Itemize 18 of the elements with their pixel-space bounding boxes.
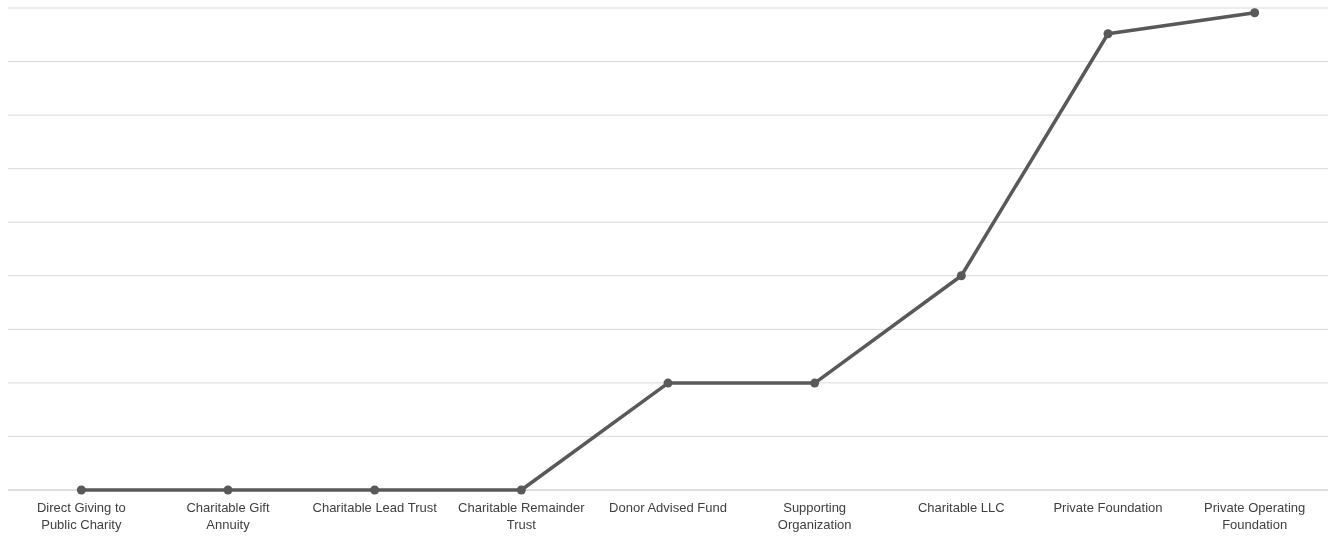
point bbox=[1103, 29, 1113, 39]
point bbox=[223, 485, 233, 495]
x-tick-label: Private Foundation bbox=[1053, 500, 1163, 515]
x-tick-label: Charitable Remainder Trust bbox=[458, 500, 586, 532]
point bbox=[810, 378, 820, 388]
x-tick-label: Charitable LLC bbox=[917, 500, 1005, 515]
point bbox=[663, 378, 673, 388]
x-tick-label: Supporting Organization bbox=[777, 500, 852, 532]
point bbox=[370, 485, 380, 495]
x-tick-label: Charitable Lead Trust bbox=[312, 500, 438, 515]
point bbox=[1250, 8, 1260, 18]
x-tick-label: Charitable Gift Annuity bbox=[186, 500, 270, 532]
point bbox=[956, 271, 966, 281]
point bbox=[516, 485, 526, 495]
x-tick-label: Direct Giving to Public Charity bbox=[36, 500, 126, 532]
point bbox=[76, 485, 86, 495]
x-tick-label: Donor Advised Fund bbox=[609, 500, 727, 515]
x-tick-label: Private Operating Foundation bbox=[1204, 500, 1306, 532]
